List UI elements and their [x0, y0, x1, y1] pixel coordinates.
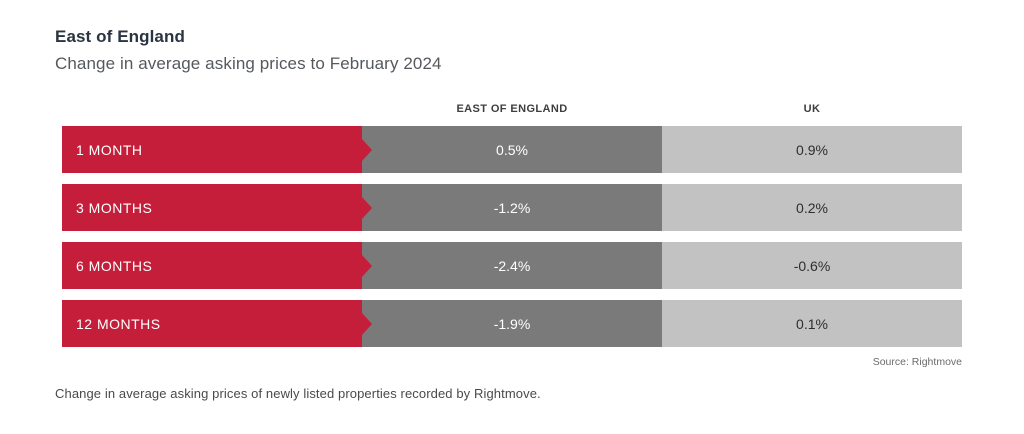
row-value-east-of-england: -2.4% [362, 242, 662, 289]
column-header-uk: UK [803, 103, 821, 115]
row-value-east-of-england: -1.2% [362, 184, 662, 231]
row-label: 3 MONTHS [76, 199, 153, 216]
row-label: 6 MONTHS [76, 257, 153, 274]
table-row: 12 MONTHS -1.9% 0.1% [62, 300, 962, 347]
row-label: 12 MONTHS [76, 315, 161, 332]
row-label-cell: 12 MONTHS [62, 300, 372, 347]
table-row: 1 MONTH 0.5% 0.9% [62, 126, 962, 173]
row-value-uk: 0.2% [662, 184, 962, 231]
column-headers: EAST OF ENGLAND UK [62, 103, 962, 117]
arrow-right-icon [362, 254, 372, 277]
page-subtitle: Change in average asking prices to Febru… [55, 54, 442, 73]
row-value-uk: 0.9% [662, 126, 962, 173]
source-note: Source: Rightmove [872, 356, 962, 368]
row-label: 1 MONTH [76, 141, 143, 158]
row-label-cell: 3 MONTHS [62, 184, 372, 231]
arrow-right-icon [362, 312, 372, 335]
table-row: 3 MONTHS -1.2% 0.2% [62, 184, 962, 231]
row-value-east-of-england: -1.9% [362, 300, 662, 347]
infographic: East of England Change in average asking… [55, 27, 962, 401]
footnote: Change in average asking prices of newly… [55, 386, 541, 401]
row-label-cell: 1 MONTH [62, 126, 372, 173]
column-header-east-of-england: EAST OF ENGLAND [456, 103, 568, 115]
row-value-uk: -0.6% [662, 242, 962, 289]
page-title: East of England [55, 27, 185, 46]
arrow-right-icon [362, 138, 372, 161]
price-change-table: EAST OF ENGLAND UK 1 MONTH 0.5% 0.9% 3 M… [62, 103, 962, 368]
row-value-east-of-england: 0.5% [362, 126, 662, 173]
table-body: 1 MONTH 0.5% 0.9% 3 MONTHS -1.2% 0.2% 6 … [62, 126, 962, 347]
arrow-right-icon [362, 196, 372, 219]
table-row: 6 MONTHS -2.4% -0.6% [62, 242, 962, 289]
row-label-cell: 6 MONTHS [62, 242, 372, 289]
row-value-uk: 0.1% [662, 300, 962, 347]
column-header-spacer [62, 103, 362, 117]
